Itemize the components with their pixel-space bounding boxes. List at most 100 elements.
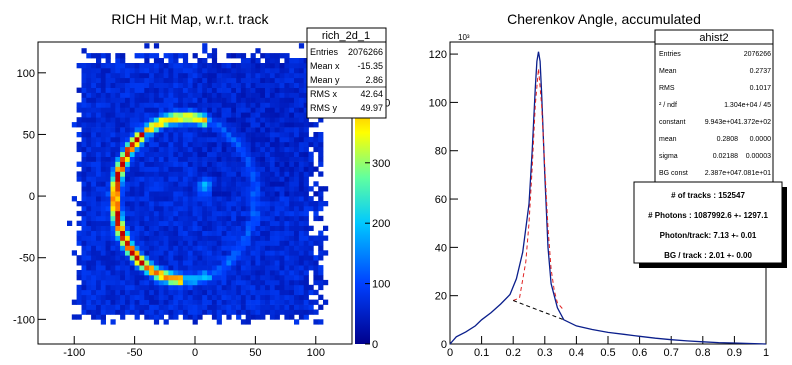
heatmap-cell bbox=[284, 181, 290, 187]
heatmap-cell bbox=[318, 146, 324, 153]
heatmap-cell bbox=[173, 235, 179, 241]
heatmap-cell bbox=[76, 240, 82, 246]
heatmap-cell bbox=[279, 265, 285, 271]
heatmap-cell bbox=[298, 245, 305, 251]
heatmap-cell bbox=[303, 299, 309, 305]
heatmap-cell bbox=[110, 176, 116, 182]
heatmap-cell bbox=[110, 294, 116, 300]
heatmap-cell bbox=[173, 161, 179, 167]
heatmap-cell bbox=[139, 176, 145, 182]
heatmap-cell bbox=[110, 107, 116, 113]
heatmap-cell bbox=[318, 235, 324, 241]
heatmap-cell bbox=[284, 146, 290, 153]
heatmap-cell bbox=[216, 186, 222, 192]
heatmap-cell bbox=[313, 260, 319, 266]
heatmap-cell bbox=[110, 260, 116, 266]
heatmap-cell bbox=[105, 181, 111, 187]
heatmap-cell bbox=[284, 201, 290, 207]
heatmap-cell bbox=[115, 97, 121, 103]
heatmap-cell bbox=[149, 191, 155, 197]
heatmap-cell bbox=[168, 132, 174, 138]
heatmap-cell bbox=[294, 210, 300, 217]
heatmap-cell bbox=[125, 117, 131, 123]
heatmap-cell bbox=[231, 82, 237, 88]
heatmap-cell bbox=[100, 191, 106, 197]
heatmap-cell bbox=[245, 270, 251, 276]
heatmap-cell bbox=[163, 245, 169, 251]
heatmap-cell bbox=[81, 48, 87, 54]
heatmap-cell bbox=[298, 240, 305, 246]
heatmap-cell bbox=[105, 205, 111, 212]
heatmap-cell bbox=[125, 156, 131, 162]
heatmap-cell bbox=[91, 191, 97, 197]
heatmap-cell bbox=[81, 132, 87, 138]
heatmap-cell bbox=[86, 309, 92, 315]
heatmap-cell bbox=[182, 63, 189, 69]
heatmap-cell bbox=[153, 53, 160, 59]
stats-label: RMS x bbox=[310, 89, 338, 99]
heatmap-cell bbox=[255, 87, 261, 93]
heatmap-cell bbox=[178, 171, 184, 177]
heatmap-cell bbox=[192, 270, 198, 276]
heatmap-cell bbox=[192, 141, 198, 148]
heatmap-cell bbox=[100, 176, 106, 182]
heatmap-cell bbox=[86, 220, 92, 226]
heatmap-cell bbox=[211, 171, 218, 177]
heatmap-cell bbox=[173, 107, 179, 113]
heatmap-cell bbox=[303, 146, 309, 153]
heatmap-cell bbox=[182, 72, 189, 79]
heatmap-cell bbox=[308, 255, 314, 261]
heatmap-cell bbox=[134, 97, 140, 103]
heatmap-cell bbox=[173, 117, 179, 123]
heatmap-cell bbox=[236, 156, 242, 162]
heatmap-cell bbox=[269, 171, 276, 177]
heatmap-cell bbox=[81, 161, 87, 167]
heatmap-cell bbox=[202, 289, 208, 296]
heatmap-cell bbox=[125, 230, 131, 236]
heatmap-cell bbox=[255, 299, 261, 305]
heatmap-cell bbox=[231, 176, 237, 182]
heatmap-cell bbox=[289, 196, 295, 202]
heatmap-cell bbox=[134, 275, 140, 281]
heatmap-cell bbox=[91, 235, 97, 241]
heatmap-cell bbox=[168, 265, 174, 271]
heatmap-cell bbox=[255, 270, 261, 276]
heatmap-cell bbox=[260, 294, 266, 300]
heatmap-cell bbox=[110, 225, 116, 231]
heatmap-cell bbox=[240, 309, 247, 315]
heatmap-cell bbox=[269, 122, 276, 128]
heatmap-cell bbox=[91, 146, 97, 153]
heatmap-cell bbox=[134, 132, 140, 138]
heatmap-cell bbox=[134, 82, 140, 88]
heatmap-cell bbox=[323, 225, 329, 231]
heatmap-cell bbox=[255, 117, 261, 123]
heatmap-cell bbox=[178, 279, 184, 286]
heatmap-cell bbox=[245, 279, 251, 286]
heatmap-cell bbox=[139, 77, 145, 83]
stats-value: 0.2737 bbox=[750, 68, 772, 75]
heatmap-cell bbox=[144, 176, 150, 182]
heatmap-cell bbox=[202, 77, 208, 83]
heatmap-cell bbox=[216, 67, 222, 74]
heatmap-cell bbox=[269, 136, 276, 143]
heatmap-cell bbox=[187, 72, 193, 79]
heatmap-cell bbox=[173, 82, 179, 88]
heatmap-cell bbox=[197, 255, 203, 261]
heatmap-cell bbox=[178, 161, 184, 167]
heatmap-cell bbox=[211, 97, 218, 103]
heatmap-cell bbox=[274, 210, 280, 217]
hit-map-panel: RICH Hit Map, w.r.t. track -100 -50 0 50 100… bbox=[13, 11, 390, 359]
heatmap-cell bbox=[255, 235, 261, 241]
heatmap-cell bbox=[294, 255, 300, 261]
heatmap-cell bbox=[100, 127, 106, 133]
heatmap-cell bbox=[216, 265, 222, 271]
heatmap-cell bbox=[265, 270, 271, 276]
heatmap-cell bbox=[100, 196, 106, 202]
heatmap-cell bbox=[163, 122, 169, 128]
x-tick-label: 0.1 bbox=[474, 347, 489, 359]
heatmap-cell bbox=[153, 87, 160, 93]
heatmap-cell bbox=[211, 176, 218, 182]
heatmap-cell bbox=[100, 260, 106, 266]
heatmap-cell bbox=[274, 265, 280, 271]
heatmap-cell bbox=[303, 265, 309, 271]
